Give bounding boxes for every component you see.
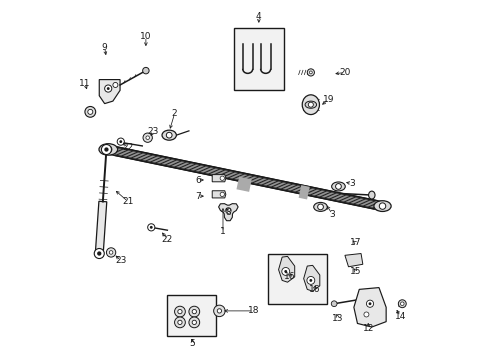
Text: 18: 18 — [247, 306, 259, 315]
Circle shape — [188, 306, 199, 317]
Polygon shape — [218, 204, 238, 221]
Circle shape — [174, 306, 185, 317]
Circle shape — [225, 208, 231, 213]
Polygon shape — [278, 256, 294, 282]
Ellipse shape — [162, 130, 176, 140]
Circle shape — [192, 320, 196, 324]
Bar — [233, 28, 284, 90]
Text: 22: 22 — [122, 143, 133, 152]
Text: 3: 3 — [348, 179, 354, 188]
Text: 10: 10 — [140, 32, 151, 41]
Text: 2: 2 — [171, 109, 177, 118]
Text: 14: 14 — [394, 312, 406, 321]
Circle shape — [317, 204, 323, 210]
Text: 22: 22 — [162, 235, 173, 244]
Circle shape — [366, 300, 373, 307]
Polygon shape — [303, 265, 319, 291]
Circle shape — [398, 300, 406, 308]
Text: 19: 19 — [323, 95, 334, 104]
Text: 13: 13 — [331, 314, 343, 323]
Circle shape — [368, 302, 371, 305]
Circle shape — [85, 107, 96, 117]
Circle shape — [178, 310, 182, 314]
Circle shape — [109, 251, 113, 254]
Circle shape — [145, 136, 149, 139]
Circle shape — [97, 251, 101, 256]
Text: 9: 9 — [102, 43, 107, 52]
Circle shape — [309, 71, 312, 74]
Text: 16: 16 — [308, 285, 320, 294]
Ellipse shape — [302, 95, 319, 114]
Text: 23: 23 — [115, 256, 126, 265]
Polygon shape — [212, 191, 225, 198]
Bar — [267, 253, 326, 304]
Ellipse shape — [99, 144, 118, 155]
Polygon shape — [99, 80, 120, 104]
Circle shape — [213, 305, 224, 317]
Circle shape — [309, 279, 312, 282]
Circle shape — [106, 87, 109, 90]
Circle shape — [101, 144, 111, 154]
Polygon shape — [212, 175, 225, 182]
Circle shape — [142, 133, 152, 142]
Circle shape — [306, 69, 314, 76]
Polygon shape — [298, 185, 309, 199]
Circle shape — [188, 317, 199, 328]
Text: 23: 23 — [147, 127, 159, 136]
Circle shape — [217, 309, 221, 313]
Text: 16: 16 — [283, 272, 294, 281]
Circle shape — [142, 67, 149, 74]
Polygon shape — [95, 201, 106, 256]
Text: 21: 21 — [122, 197, 133, 206]
Circle shape — [88, 109, 93, 114]
Ellipse shape — [331, 182, 345, 191]
Circle shape — [104, 147, 108, 152]
Text: 7: 7 — [195, 192, 201, 201]
Ellipse shape — [368, 191, 374, 199]
Circle shape — [104, 85, 112, 92]
Text: 12: 12 — [362, 324, 373, 333]
Bar — [167, 295, 215, 336]
Text: 17: 17 — [349, 238, 361, 247]
Circle shape — [308, 102, 313, 107]
Text: 1: 1 — [220, 228, 225, 237]
Text: 5: 5 — [189, 339, 195, 348]
Polygon shape — [236, 177, 251, 192]
Circle shape — [119, 140, 122, 143]
Circle shape — [178, 320, 182, 324]
Circle shape — [220, 192, 224, 197]
Circle shape — [147, 224, 155, 231]
Polygon shape — [353, 288, 386, 327]
Circle shape — [174, 317, 185, 328]
Ellipse shape — [305, 101, 316, 108]
Circle shape — [306, 276, 314, 284]
Circle shape — [117, 138, 124, 145]
Text: 15: 15 — [349, 267, 361, 276]
Circle shape — [113, 82, 118, 87]
Text: 11: 11 — [79, 79, 90, 88]
Circle shape — [94, 248, 104, 258]
Circle shape — [220, 176, 224, 180]
Circle shape — [192, 310, 196, 314]
Circle shape — [330, 301, 336, 307]
Circle shape — [284, 270, 286, 273]
Text: 4: 4 — [256, 12, 261, 21]
Circle shape — [379, 203, 385, 209]
Circle shape — [281, 267, 289, 275]
Circle shape — [149, 226, 152, 229]
Circle shape — [400, 302, 403, 306]
Polygon shape — [344, 253, 362, 267]
Text: 8: 8 — [225, 208, 231, 217]
Circle shape — [363, 312, 368, 317]
Text: 6: 6 — [195, 176, 201, 185]
Circle shape — [106, 248, 116, 257]
Circle shape — [335, 184, 341, 189]
Ellipse shape — [373, 201, 390, 211]
Circle shape — [104, 146, 112, 153]
Text: 20: 20 — [339, 68, 350, 77]
Circle shape — [166, 132, 172, 138]
Ellipse shape — [313, 202, 326, 211]
Text: 3: 3 — [329, 210, 335, 219]
